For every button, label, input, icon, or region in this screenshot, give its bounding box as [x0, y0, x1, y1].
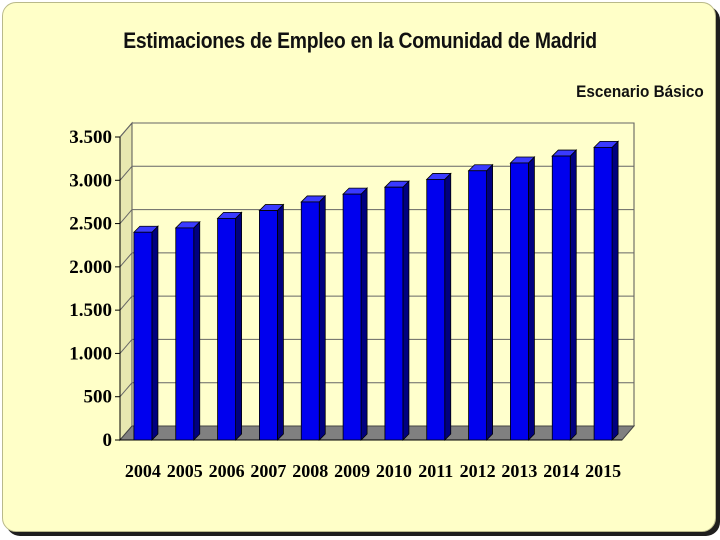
x-tick-label: 2014 — [543, 461, 579, 481]
bars — [132, 140, 620, 441]
y-tick-label: 2.000 — [69, 257, 112, 278]
bar-front — [384, 186, 404, 441]
bar-side — [528, 156, 535, 441]
bar-front — [468, 170, 487, 441]
bar-front — [551, 155, 571, 441]
x-tick-label: 2009 — [334, 461, 370, 481]
bar-front — [259, 210, 278, 441]
y-tick-label: 0 — [103, 430, 113, 451]
x-tick-label: 2005 — [167, 461, 203, 481]
bar-2004 — [132, 225, 159, 441]
gridline-side — [119, 165, 133, 181]
x-tick-label: 2008 — [292, 461, 328, 481]
bar-side — [277, 203, 284, 441]
bar-front — [426, 179, 446, 441]
bar-side — [444, 172, 452, 441]
x-tick-label: 2007 — [250, 461, 286, 481]
y-tick-label: 3.500 — [69, 127, 112, 148]
gridline-side — [119, 295, 133, 311]
y-tick-label: 2.500 — [69, 214, 112, 235]
gridline-side — [119, 252, 133, 268]
bar-2007 — [258, 203, 285, 441]
bar-2006 — [216, 211, 243, 441]
bar-side — [569, 149, 577, 441]
bar-side — [193, 220, 201, 441]
x-tick-label: 2015 — [585, 461, 621, 481]
bar-2013 — [509, 156, 536, 441]
x-tick-label: 2013 — [501, 461, 537, 481]
bar-front — [217, 217, 236, 441]
y-tick-label: 1.500 — [69, 300, 112, 321]
bar-2009 — [342, 187, 369, 441]
bar-side — [402, 180, 410, 441]
chart-subtitle: Escenario Básico — [576, 82, 704, 101]
y-tick-label: 1.000 — [69, 343, 112, 364]
gridline-side — [119, 122, 133, 138]
x-tick-label: 2004 — [125, 461, 161, 481]
bar-2005 — [174, 220, 201, 441]
gridline-side — [119, 209, 133, 224]
y-tick-label: 3.000 — [69, 170, 112, 191]
bar-front — [133, 231, 153, 441]
bar-side — [360, 187, 368, 441]
bar-front — [175, 227, 195, 441]
bar-2012 — [467, 163, 494, 441]
x-tick-label: 2011 — [418, 461, 453, 481]
x-tick-label: 2010 — [376, 461, 412, 481]
y-axis-labels: 0 500 1.000 1.500 2.000 2.500 3.000 3.500 — [69, 127, 112, 451]
bar-2010 — [383, 180, 410, 441]
plot-area — [118, 121, 636, 442]
gridlines — [115, 122, 634, 441]
x-tick-label: 2012 — [460, 461, 496, 481]
bar-2011 — [425, 172, 452, 441]
side-wall — [119, 121, 133, 442]
gridline-side — [119, 382, 133, 398]
x-axis-labels: 2004 2005 2006 2007 2008 2009 2010 2011 2012 2013… — [125, 461, 621, 481]
bar-2014 — [551, 149, 578, 441]
bar-front — [300, 201, 320, 441]
bar-front — [510, 162, 529, 441]
y-tick-label: 500 — [84, 387, 113, 408]
x-tick-label: 2006 — [209, 461, 245, 481]
bar-2008 — [300, 194, 327, 441]
bar-side — [318, 194, 326, 441]
bar-side — [235, 211, 242, 441]
bar-front — [342, 193, 362, 441]
bar-2015 — [593, 140, 620, 441]
bar-side — [611, 140, 619, 441]
chart-title: Estimaciones de Empleo en la Comunidad d… — [123, 28, 597, 53]
gridline-side — [119, 339, 133, 354]
bar-front — [593, 146, 613, 441]
bar-side — [486, 163, 493, 441]
bar-side — [151, 225, 159, 441]
